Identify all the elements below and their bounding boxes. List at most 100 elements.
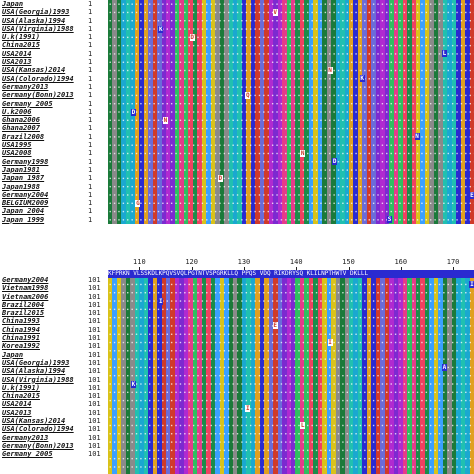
sequence-label[interactable]: BELGIUM2009 xyxy=(2,199,49,208)
variant-residue: G xyxy=(135,199,141,207)
sequence-start-number: 1 xyxy=(88,190,93,199)
variant-residue: A xyxy=(441,363,447,371)
sequence-label[interactable]: USA1995 xyxy=(2,141,32,150)
sequence-start-number: 101 xyxy=(88,441,101,450)
sequence-start-number: 101 xyxy=(88,325,101,334)
sequence-label[interactable]: USA2014 xyxy=(2,49,32,58)
sequence-label[interactable]: Brazil2015 xyxy=(2,309,45,318)
sequence-start-number: 1 xyxy=(88,215,93,224)
sequence-label[interactable]: Japan xyxy=(2,350,24,359)
sequence-label[interactable]: Germany2013 xyxy=(2,82,49,91)
sequence-start-number: 1 xyxy=(88,99,93,108)
ruler-tick xyxy=(243,267,245,271)
sequence-label[interactable]: Brazil2004 xyxy=(2,300,45,309)
variant-residue: V xyxy=(272,8,278,16)
sequence-label[interactable]: Germany2004 xyxy=(2,276,49,284)
sequence-start-number: 1 xyxy=(88,58,93,67)
alignment-grid[interactable]: I I K L I E A I xyxy=(108,272,474,474)
sequence-label[interactable]: Japan 2004 xyxy=(2,207,45,216)
variant-residue: D xyxy=(332,158,338,166)
sequence-label[interactable]: Germany(Bonn)2013 xyxy=(2,441,74,450)
sequence-label[interactable]: Germany2004 xyxy=(2,190,49,199)
sequence-start-number: 101 xyxy=(88,400,101,409)
sequence-start-number: 1 xyxy=(88,116,93,125)
sequence-start-number: 101 xyxy=(88,350,101,359)
sequence-label[interactable]: USA2013 xyxy=(2,408,32,417)
sequence-start-number: 1 xyxy=(88,0,93,8)
sequence-start-number: 1 xyxy=(88,124,93,133)
sequence-label[interactable]: USA(Colorado)1994 xyxy=(2,425,74,434)
sequence-label[interactable]: USA(Colorado)1994 xyxy=(2,74,74,83)
ruler-tick-label: 130 xyxy=(237,258,251,266)
sequence-label[interactable]: USA(Georgia)1993 xyxy=(2,8,70,17)
sequence-start-number: 1 xyxy=(88,182,93,191)
sequence-label[interactable]: USA(Alaska)1994 xyxy=(2,16,66,25)
sequence-label[interactable]: China2015 xyxy=(2,41,40,50)
sequence-label[interactable]: Germany 2005 xyxy=(2,99,53,108)
sequence-label[interactable]: China2015 xyxy=(2,392,40,401)
sequence-label[interactable]: Vietnam2006 xyxy=(2,292,49,301)
sequence-start-number: 101 xyxy=(88,433,101,442)
sequence-label[interactable]: USA2013 xyxy=(2,58,32,67)
position-ruler: 110 120 130 140 150 160 170 xyxy=(108,258,474,272)
sequence-start-number: 101 xyxy=(88,408,101,417)
sequence-start-number: 101 xyxy=(88,276,101,284)
sequence-start-number: 1 xyxy=(88,132,93,141)
sequence-label[interactable]: USA(Georgia)1993 xyxy=(2,358,70,367)
sequence-label[interactable]: Japan xyxy=(2,0,24,8)
ruler-tick xyxy=(400,267,402,271)
sequence-start-number: 101 xyxy=(88,383,101,392)
sequence-label[interactable]: USA2008 xyxy=(2,149,32,158)
sequence-start-number: 1 xyxy=(88,49,93,58)
sequence-label[interactable]: Ghana2006 xyxy=(2,116,40,125)
sequence-label[interactable]: China1991 xyxy=(2,334,40,343)
sequence-label[interactable]: Germany2013 xyxy=(2,433,49,442)
sequence-label[interactable]: Japan 1999 xyxy=(2,215,45,224)
sequence-label[interactable]: Ghana2007 xyxy=(2,124,40,133)
sequence-label[interactable]: China1994 xyxy=(2,325,40,334)
sequence-label[interactable]: USA(Virginia)1988 xyxy=(2,375,74,384)
variant-residue: K xyxy=(130,380,136,388)
sequence-label[interactable]: China1993 xyxy=(2,317,40,326)
sequence-start-number: 1 xyxy=(88,174,93,183)
sequence-label[interactable]: U.k2006 xyxy=(2,107,32,116)
sequence-label[interactable]: Germany(Bonn)2013 xyxy=(2,91,74,100)
position-number-list: 101 101 101 101 101 101 101 101 101 101 101 101 101 1… xyxy=(88,276,106,459)
variant-residue: K xyxy=(158,25,164,33)
variant-residue: I xyxy=(469,280,474,288)
sequence-label[interactable]: USA(Kansas)2014 xyxy=(2,66,66,75)
sequence-label[interactable]: USA(Alaska)1994 xyxy=(2,367,66,376)
sequence-start-number: 101 xyxy=(88,425,101,434)
sequence-label[interactable]: Vietnam1998 xyxy=(2,284,49,293)
sequence-label[interactable]: Japan1981 xyxy=(2,165,40,174)
alignment-grid[interactable]: K N D N E V L Q N D S DT K N D G xyxy=(108,0,474,225)
sequence-label-list: Germany2004 Vietnam1998 Vietnam2006 Brazil2… xyxy=(2,276,86,459)
sequence-label[interactable]: Korea1992 xyxy=(2,342,40,351)
sequence-label[interactable]: U.k(1991) xyxy=(2,383,40,392)
sequence-label[interactable]: Brazil2008 xyxy=(2,132,45,141)
sequence-label[interactable]: Japan 1987 xyxy=(2,174,45,183)
sequence-label[interactable]: USA(Virginia)1988 xyxy=(2,24,74,33)
sequence-label[interactable]: Japan1988 xyxy=(2,182,40,191)
sequence-label[interactable]: Germany 2005 xyxy=(2,450,53,459)
variant-residue: E xyxy=(272,322,278,330)
sequence-start-number: 101 xyxy=(88,342,101,351)
variant-residue: I xyxy=(245,405,251,413)
variant-residue: Q xyxy=(245,91,251,99)
sequence-label-list: Japan USA(Georgia)1993 USA(Alaska)1994 USA(… xyxy=(2,0,86,224)
variant-residue: N xyxy=(327,67,333,74)
sequence-label[interactable]: Germany1998 xyxy=(2,157,49,166)
ruler-tick xyxy=(453,267,455,271)
sequence-label[interactable]: USA(Kansas)2014 xyxy=(2,417,66,426)
alignment-panel-top: Japan USA(Georgia)1993 USA(Alaska)1994 USA(… xyxy=(2,0,474,225)
sequence-start-number: 1 xyxy=(88,33,93,42)
variant-residue: E xyxy=(469,191,474,199)
sequence-label[interactable]: USA2014 xyxy=(2,400,32,409)
variant-residue: DT xyxy=(190,33,198,41)
ruler-tick xyxy=(139,267,141,271)
sequence-start-number: 101 xyxy=(88,334,101,343)
sequence-start-number: 1 xyxy=(88,8,93,17)
sequence-label[interactable]: U.k(1991) xyxy=(2,33,40,42)
sequence-start-number: 1 xyxy=(88,165,93,174)
